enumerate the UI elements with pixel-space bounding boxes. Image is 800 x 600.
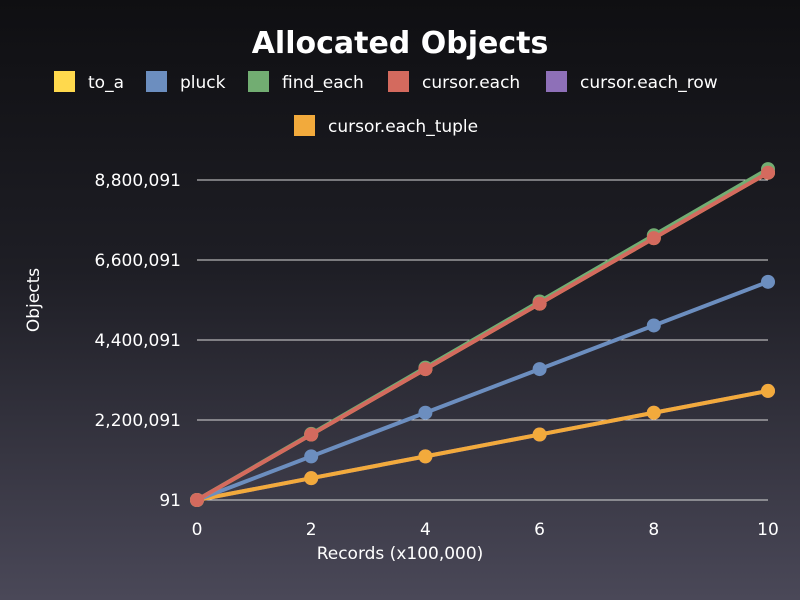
x-tick-label: 6	[534, 520, 545, 540]
data-point[interactable]	[646, 231, 661, 246]
legend-swatch	[388, 71, 409, 92]
data-point[interactable]	[190, 493, 204, 507]
legend-label: find_each	[282, 73, 364, 93]
x-tick-label: 8	[648, 520, 659, 540]
x-axis-label: Records (x100,000)	[317, 544, 484, 564]
legend-item[interactable]: to_a	[54, 71, 124, 93]
legend-label: cursor.each_row	[580, 73, 718, 93]
series-line	[195, 279, 770, 502]
x-tick-label: 2	[306, 520, 317, 540]
data-point[interactable]	[418, 449, 433, 464]
data-point[interactable]	[418, 362, 433, 377]
series-cursor-each	[190, 165, 775, 507]
x-tick-label: 4	[420, 520, 431, 540]
series-line	[195, 170, 770, 502]
legend-label: pluck	[180, 73, 226, 93]
y-tick-label: 91	[159, 491, 181, 511]
chart-title: Allocated Objects	[252, 26, 549, 61]
y-tick-label: 2,200,091	[94, 411, 181, 431]
series-cursor-each-tuple	[190, 383, 775, 507]
data-point[interactable]	[304, 471, 319, 486]
data-point[interactable]	[532, 296, 547, 311]
data-point[interactable]	[418, 405, 433, 420]
legend: to_a pluck find_each cursor.each cursor.each…	[54, 71, 718, 137]
y-tick-label: 6,600,091	[94, 251, 181, 271]
x-tick-label: 10	[757, 520, 779, 540]
legend-swatch	[546, 71, 567, 92]
y-tick-label: 8,800,091	[94, 171, 181, 191]
legend-swatch	[248, 71, 269, 92]
legend-item[interactable]: cursor.each_tuple	[294, 115, 478, 137]
x-axis-ticks: 0 2 4 6 8 10	[192, 520, 779, 540]
legend-item[interactable]: pluck	[146, 71, 226, 93]
data-point[interactable]	[761, 165, 775, 180]
legend-item[interactable]: cursor.each	[388, 71, 520, 93]
data-point[interactable]	[304, 449, 319, 464]
data-point[interactable]	[646, 318, 661, 333]
legend-label: to_a	[88, 73, 124, 93]
data-point[interactable]	[532, 362, 547, 377]
y-tick-label: 4,400,091	[94, 331, 181, 351]
series-pluck	[190, 274, 775, 507]
data-point[interactable]	[532, 427, 547, 442]
legend-swatch	[146, 71, 167, 92]
x-tick-label: 0	[192, 520, 203, 540]
grid-lines	[197, 179, 768, 501]
data-point[interactable]	[304, 427, 319, 442]
legend-item[interactable]: cursor.each_row	[546, 71, 718, 93]
legend-label: cursor.each	[422, 73, 520, 93]
data-point[interactable]	[646, 405, 661, 420]
y-axis-ticks: 91 2,200,091 4,400,091 6,600,091 8,800,091	[94, 171, 181, 511]
data-point[interactable]	[761, 383, 775, 398]
legend-item[interactable]: find_each	[248, 71, 364, 93]
data-point[interactable]	[761, 274, 775, 289]
legend-label: cursor.each_tuple	[328, 117, 478, 137]
legend-swatch	[54, 71, 75, 92]
series-line	[195, 388, 770, 502]
legend-swatch	[294, 115, 315, 136]
series-layer	[190, 162, 775, 507]
y-axis-label: Objects	[24, 268, 44, 332]
